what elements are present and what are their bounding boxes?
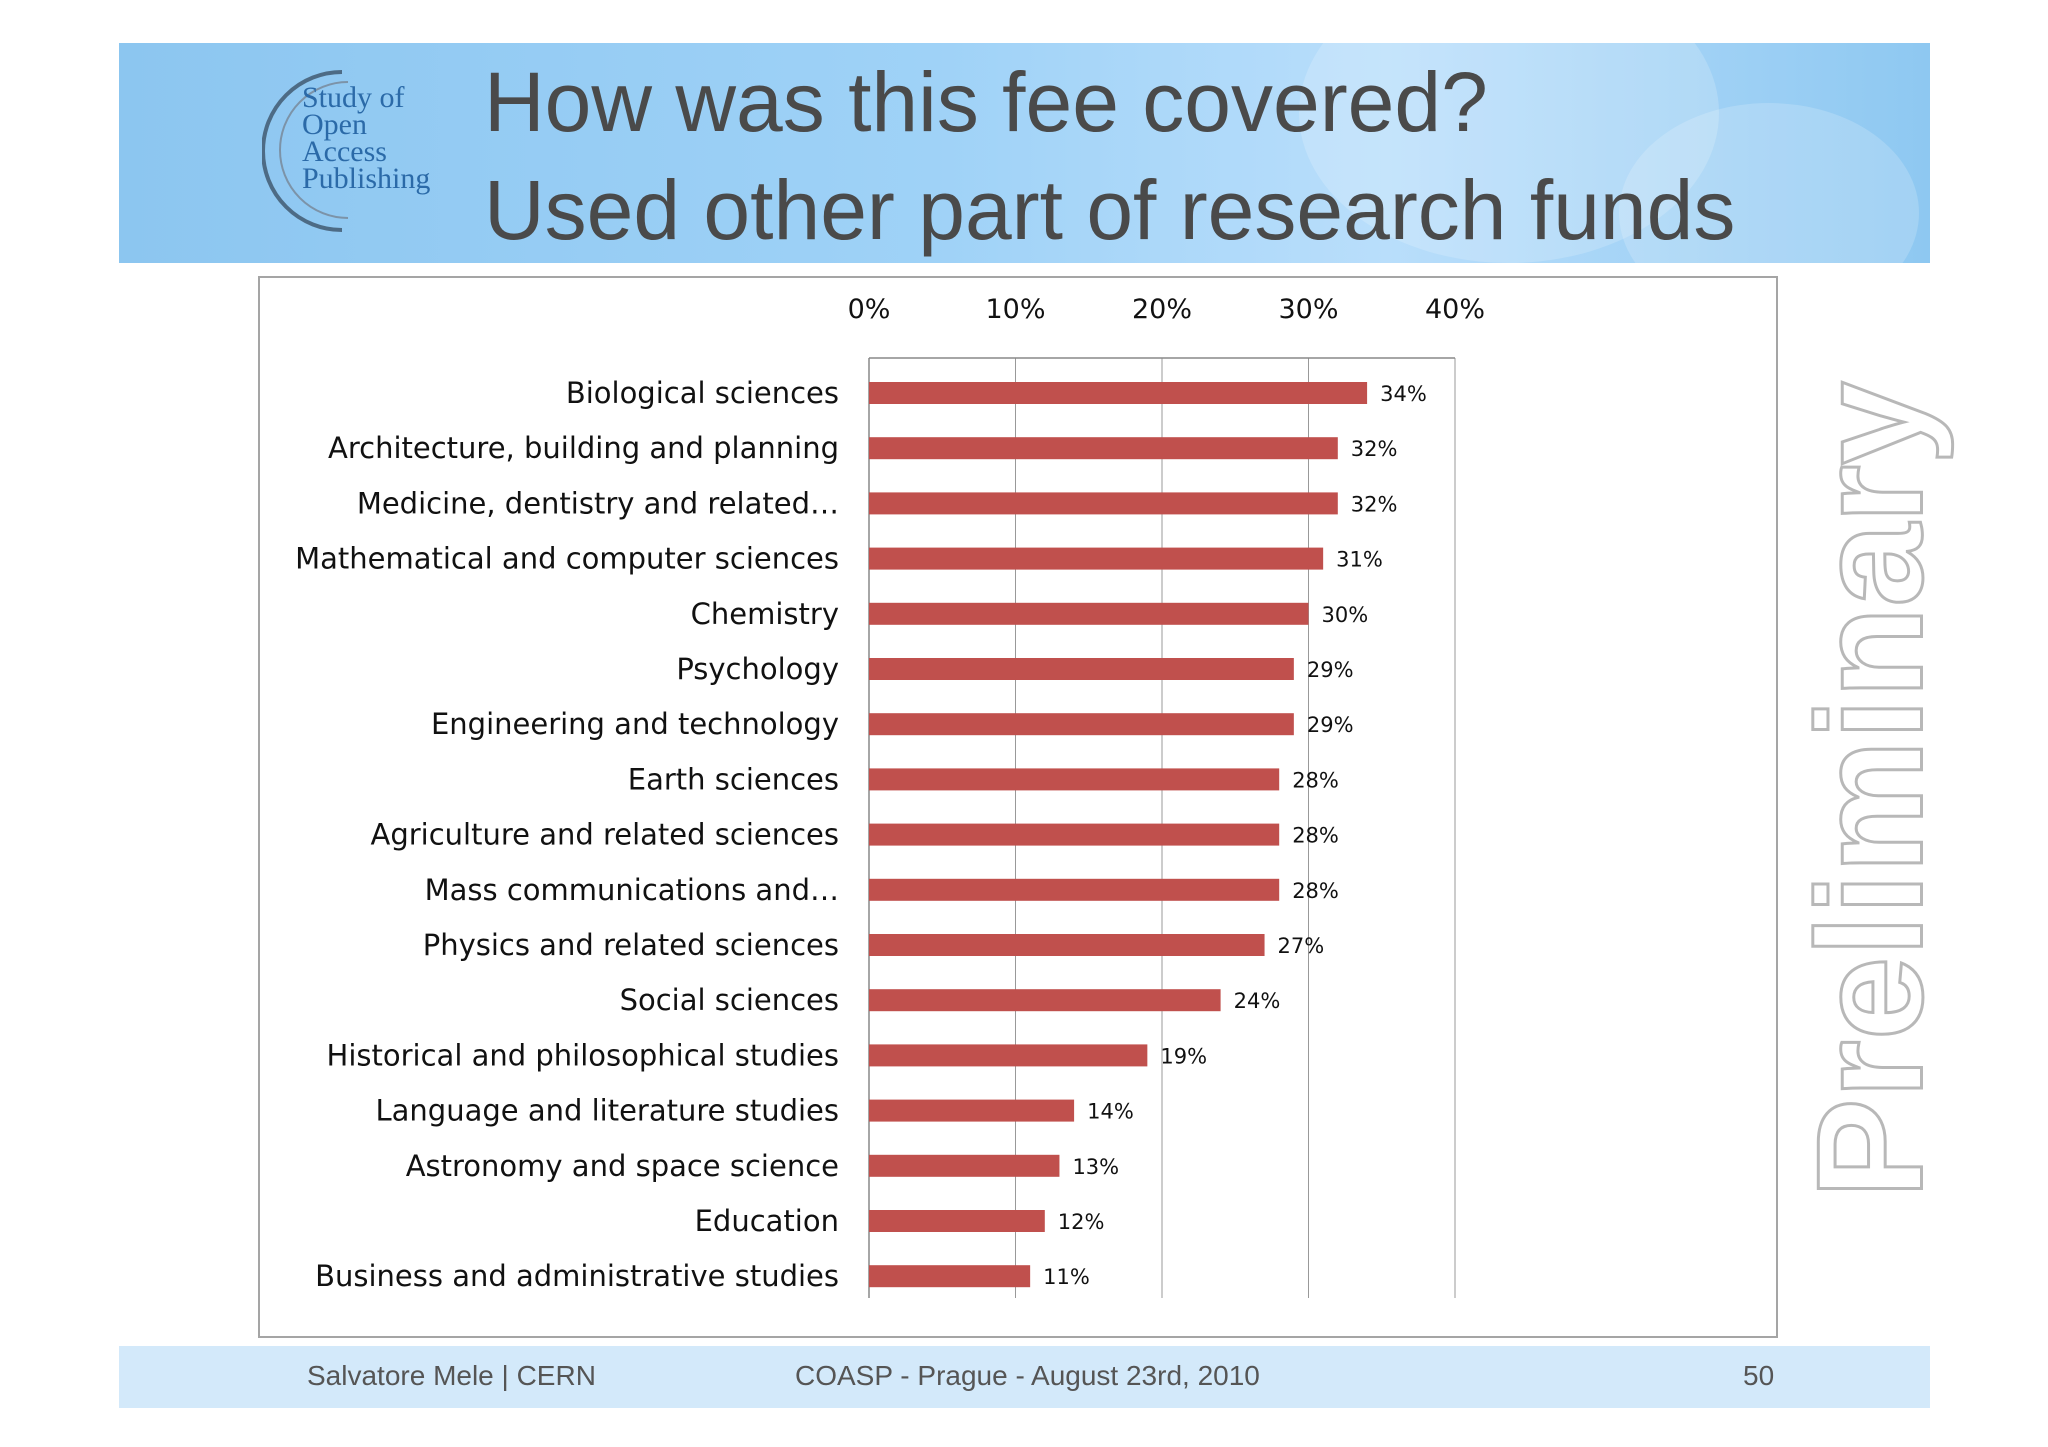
bar (869, 1154, 1060, 1177)
data-label: 11% (1043, 1265, 1090, 1289)
data-label: 28% (1292, 824, 1339, 848)
bar (869, 547, 1324, 570)
bar (869, 989, 1221, 1012)
category-label: Biological sciences (566, 376, 839, 410)
data-label: 28% (1292, 879, 1339, 903)
data-label: 29% (1307, 713, 1354, 737)
tick-label: 40% (1425, 294, 1485, 325)
soap-logo: Study of Open Access Publishing (262, 64, 442, 234)
bar (869, 658, 1294, 680)
category-label: Physics and related sciences (423, 928, 839, 962)
tick-label: 10% (985, 294, 1045, 325)
bar (869, 1265, 1031, 1288)
data-label: 32% (1351, 437, 1398, 461)
category-label: Language and literature studies (375, 1094, 839, 1128)
bar (869, 437, 1338, 460)
bar (869, 492, 1338, 515)
tick-label: 0% (848, 294, 891, 325)
bar (869, 934, 1265, 956)
category-label: Medicine, dentistry and related… (357, 486, 839, 520)
category-label: Business and administrative studies (315, 1259, 839, 1293)
bar (869, 768, 1280, 791)
data-label: 32% (1351, 492, 1398, 516)
footer-event: COASP - Prague - August 23rd, 2010 (795, 1360, 1260, 1391)
data-label: 19% (1160, 1044, 1207, 1068)
category-label: Historical and philosophical studies (327, 1038, 839, 1072)
chart-frame: 0% 10% 20% 30% 40% Biological sciences 34% Arch… (258, 276, 1778, 1338)
category-label: Social sciences (620, 983, 839, 1017)
category-label: Agriculture and related sciences (370, 818, 839, 852)
category-label: Psychology (676, 652, 839, 686)
logo-line: Publishing (302, 162, 431, 195)
bar-chart: 0% 10% 20% 30% 40% Biological sciences 34% Arch… (295, 294, 1485, 1298)
data-label: 13% (1072, 1155, 1119, 1179)
data-label: 30% (1322, 603, 1369, 627)
data-label: 14% (1087, 1100, 1134, 1124)
slide-footer: Salvatore Mele | CERN COASP - Prague - A… (119, 1346, 1930, 1408)
bar (869, 1099, 1075, 1122)
bar (869, 602, 1309, 625)
data-label: 29% (1307, 658, 1354, 682)
category-label: Chemistry (691, 597, 839, 631)
category-label: Mass communications and… (425, 873, 839, 907)
data-label: 34% (1380, 382, 1427, 406)
data-label: 31% (1336, 548, 1383, 572)
category-label: Architecture, building and planning (328, 431, 839, 465)
data-label: 12% (1058, 1210, 1105, 1234)
bar (869, 1044, 1148, 1067)
category-label: Astronomy and space science (406, 1149, 839, 1183)
logo-line: Access (302, 135, 387, 168)
tick-label: 20% (1132, 294, 1192, 325)
category-label: Education (695, 1204, 839, 1238)
bar (869, 382, 1368, 404)
category-label: Earth sciences (628, 762, 839, 796)
tick-label: 30% (1278, 294, 1338, 325)
slide-title: How was this fee covered? Used other par… (484, 48, 1735, 264)
data-label: 24% (1234, 989, 1281, 1013)
slide-header (119, 43, 1930, 263)
page-number: 50 (1743, 1360, 1775, 1391)
data-label: 27% (1278, 934, 1325, 958)
logo-line: Open (302, 108, 367, 141)
logo-line: Study of (302, 81, 405, 114)
category-label: Engineering and technology (431, 707, 839, 741)
title-line-1: How was this fee covered? (484, 55, 1488, 149)
bar (869, 1210, 1045, 1232)
logo-arc-icon (262, 70, 349, 232)
footer-author: Salvatore Mele | CERN (307, 1360, 596, 1391)
title-line-2: Used other part of research funds (484, 163, 1736, 257)
bar (869, 713, 1294, 736)
preliminary-watermark: Preliminary (1784, 380, 1955, 1200)
bar (869, 823, 1280, 846)
data-label: 28% (1292, 768, 1339, 792)
category-label: Mathematical and computer sciences (295, 542, 839, 576)
bar (869, 878, 1280, 901)
logo-text: Study of Open Access Publishing (302, 81, 431, 195)
